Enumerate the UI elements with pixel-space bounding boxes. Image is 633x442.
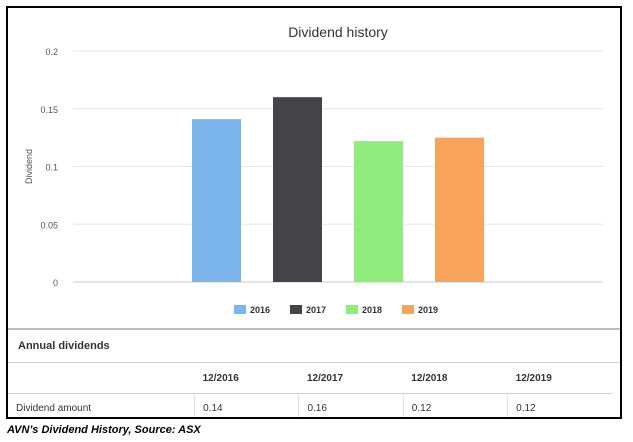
value-2019: 0.12 [507, 393, 612, 417]
row-label: Dividend amount [8, 393, 196, 417]
legend-swatch-2016 [234, 305, 246, 314]
legend-label-2018: 2018 [362, 305, 382, 315]
legend-swatch-2019 [402, 305, 414, 314]
header-empty [8, 363, 195, 394]
legend-swatch-2018 [346, 305, 358, 314]
dividend-bar-chart: Dividend history 0 0.05 0.1 0.15 0.2 Dividend 2… [24, 24, 603, 315]
table-title: Annual dividends [8, 330, 620, 363]
y-tick-label: 0.15 [40, 105, 58, 115]
bar-2019 [435, 137, 484, 282]
value-2017: 0.16 [298, 393, 404, 417]
header-2018: 12/2018 [403, 363, 508, 394]
legend-label-2019: 2019 [418, 305, 438, 315]
figure-caption: AVN’s Dividend History, Source: ASX [7, 424, 201, 436]
bar-2016 [192, 119, 241, 283]
bar-2018 [354, 141, 403, 282]
legend-label-2017: 2017 [306, 305, 326, 315]
y-axis-label: Dividend [24, 149, 34, 184]
y-tick-label: 0 [53, 278, 58, 288]
value-2016: 0.14 [194, 393, 300, 417]
header-2019: 12/2019 [507, 363, 612, 394]
header-2017: 12/2017 [298, 363, 404, 394]
y-tick-label: 0.2 [45, 47, 58, 57]
legend-swatch-2017 [290, 305, 302, 314]
table-row: Dividend amount 0.14 0.16 0.12 0.12 [8, 393, 612, 417]
table-header-row: 12/2016 12/2017 12/2018 12/2019 [8, 363, 612, 394]
annual-dividends-table: Annual dividends 12/2016 12/2017 12/2018… [8, 328, 620, 417]
bar-2017 [273, 97, 322, 282]
header-2016: 12/2016 [194, 363, 299, 394]
y-tick-label: 0.1 [45, 163, 58, 173]
legend-label-2016: 2016 [250, 305, 270, 315]
dividends-grid: 12/2016 12/2017 12/2018 12/2019 Dividend… [8, 363, 612, 417]
value-2018: 0.12 [403, 393, 509, 417]
chart-frame: Dividend history 0 0.05 0.1 0.15 0.2 Dividend 2… [6, 6, 622, 419]
y-tick-label: 0.05 [40, 220, 58, 230]
chart-title: Dividend history [288, 24, 388, 40]
